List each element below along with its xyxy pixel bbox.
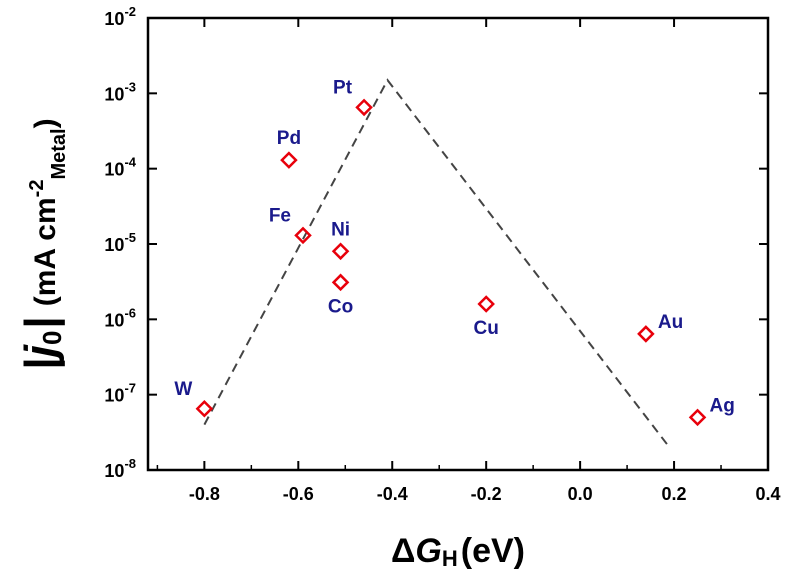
data-point-pd [280, 151, 298, 169]
y-tick-base: 10 [104, 84, 124, 104]
y-tick-base: 10 [104, 310, 124, 330]
data-label-au: Au [658, 312, 683, 333]
trend-line [203, 78, 671, 448]
data-point-fe [294, 226, 312, 245]
y-tick-exponent: -4 [124, 155, 136, 170]
ticks-layer: -0.8 -0.6 -0.4 -0.2 0.0 0.2 0.410-810-710-610-… [104, 4, 780, 504]
data-point-ni [331, 242, 350, 261]
y-tick-base: 10 [104, 9, 124, 29]
data-point-w [195, 399, 214, 418]
y-tick-base: 10 [104, 386, 124, 406]
data-label-cu: Cu [474, 318, 499, 339]
x-tick-label: -0.8 [189, 484, 220, 504]
y-tick-exponent: -5 [124, 230, 136, 245]
data-point-co [331, 273, 350, 292]
y-tick-label: 10-6 [104, 305, 136, 330]
y-axis-title-sub0: 0 [37, 331, 67, 345]
y-axis-title-pipe-close: | [16, 316, 66, 328]
x-tick-label: -0.6 [283, 484, 314, 504]
x-axis-title-unit: (eV) [461, 532, 525, 570]
y-tick-exponent: -7 [124, 381, 136, 396]
y-tick-label: 10-5 [104, 230, 136, 255]
data-label-ni: Ni [331, 219, 350, 240]
data-label-ag: Ag [710, 395, 735, 416]
y-tick-exponent: -3 [124, 79, 136, 94]
y-tick-exponent: -2 [124, 4, 136, 19]
data-point-cu [477, 295, 495, 313]
y-tick-label: 10-8 [104, 456, 136, 481]
y-tick-label: 10-7 [104, 381, 136, 406]
x-tick-label: 0.2 [662, 484, 687, 504]
x-tick-label: -0.4 [377, 484, 408, 504]
data-label-fe: Fe [269, 205, 291, 226]
y-tick-label: 10-3 [104, 79, 136, 104]
x-axis-title-g: G [415, 532, 441, 570]
y-axis-title-unit-close: ) [29, 118, 62, 128]
x-tick-label: 0.0 [568, 484, 593, 504]
data-point-ag [688, 408, 707, 427]
x-tick-label: -0.2 [471, 484, 502, 504]
data-label-pd: Pd [277, 128, 301, 149]
x-tick-label: 0.4 [755, 484, 780, 504]
x-axis-title-delta: Δ [391, 532, 415, 570]
y-tick-base: 10 [104, 235, 124, 255]
data-point-au [637, 325, 655, 343]
data-label-pt: Pt [333, 77, 353, 98]
y-tick-label: 10-2 [104, 4, 136, 29]
y-tick-base: 10 [104, 160, 124, 180]
y-axis-title-pipe-open: | [16, 357, 66, 369]
trend-layer [203, 78, 671, 448]
plot-frame [146, 16, 770, 472]
y-axis-title-unit-open: (mA cm [29, 197, 62, 306]
x-axis-title: ΔGH(eV) [391, 532, 525, 571]
data-point-pt [355, 98, 373, 117]
x-axis-title-sub: H [442, 546, 458, 571]
points-layer: W Pd Fe Pt Ni Co Cu Au Ag [174, 77, 735, 427]
y-axis-title-exp: -2 [26, 180, 48, 198]
y-axis-title-sub-metal: Metal [48, 128, 70, 179]
y-axis-title-j: j [16, 344, 65, 362]
y-tick-base: 10 [104, 461, 124, 481]
y-axis-title: |j0|(mA cm-2Metal) [16, 118, 70, 369]
y-tick-exponent: -8 [124, 456, 136, 471]
data-label-co: Co [328, 296, 353, 317]
y-tick-exponent: -6 [124, 305, 136, 320]
data-label-w: W [174, 379, 192, 400]
y-tick-label: 10-4 [104, 155, 136, 180]
